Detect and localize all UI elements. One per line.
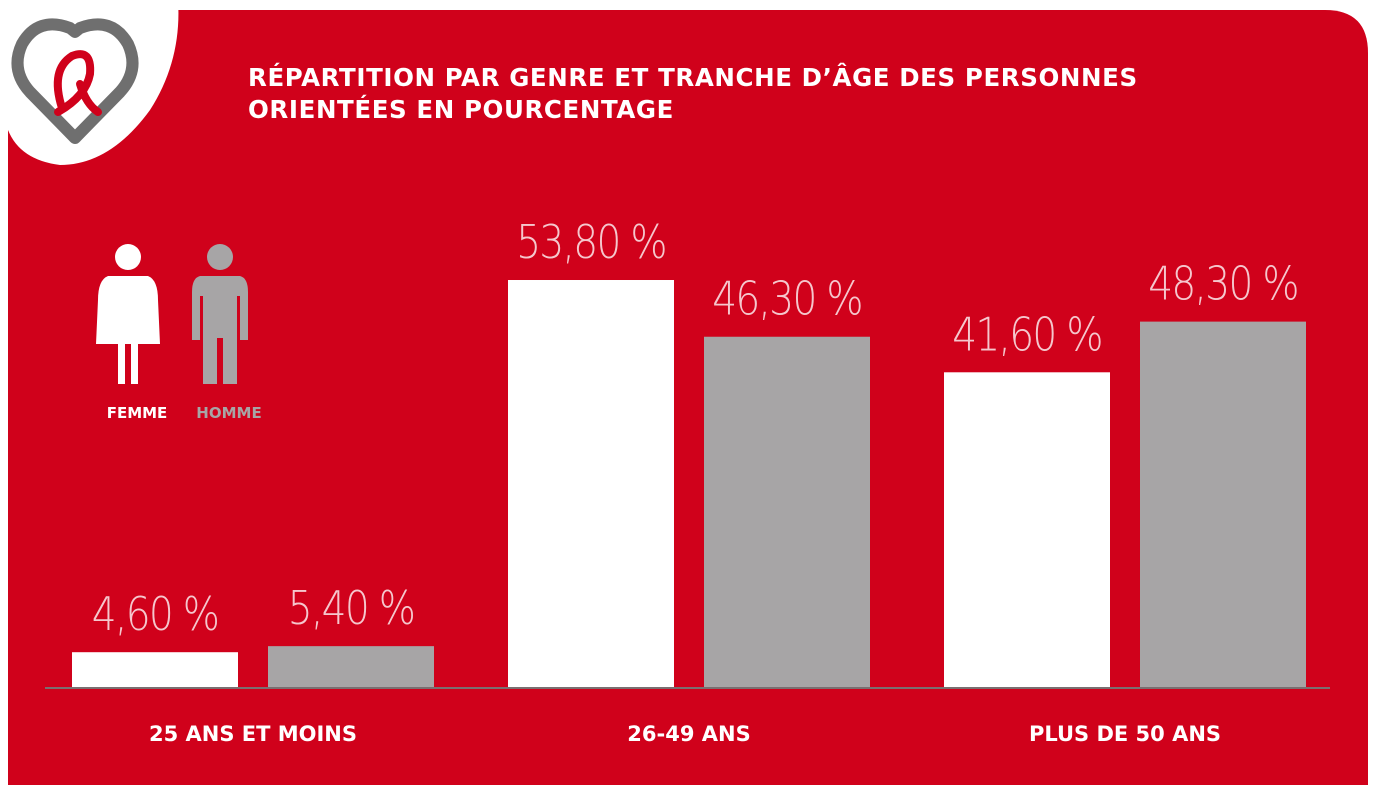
- bar: [508, 280, 674, 687]
- bar: [268, 646, 434, 687]
- bar: [944, 372, 1110, 687]
- value-label: 5,40 %: [288, 582, 414, 636]
- value-label: 41,60 %: [952, 308, 1102, 362]
- legend-label: HOMME: [196, 404, 261, 422]
- x-tick-label: 26-49 ANS: [627, 722, 750, 746]
- bar: [704, 336, 870, 687]
- legend-icon-body: [96, 276, 160, 384]
- logo-ribbon: [53, 50, 102, 116]
- bar: [1140, 321, 1306, 687]
- x-tick-label: 25 ANS ET MOINS: [149, 722, 357, 746]
- legend-icon-head: [207, 244, 233, 270]
- value-label: 53,80 %: [516, 216, 666, 270]
- legend-icon-body: [192, 276, 248, 384]
- logo-heart: [11, 18, 139, 144]
- bar: [72, 652, 238, 687]
- legend-icon-head: [115, 244, 141, 270]
- value-label: 4,60 %: [92, 588, 218, 642]
- legend-label: FEMME: [107, 404, 168, 422]
- value-label: 46,30 %: [712, 273, 862, 327]
- x-tick-label: PLUS DE 50 ANS: [1029, 722, 1221, 746]
- chart-title: RÉPARTITION PAR GENRE ET TRANCHE D’ÂGE D…: [248, 63, 1138, 124]
- value-label: 48,30 %: [1148, 258, 1298, 312]
